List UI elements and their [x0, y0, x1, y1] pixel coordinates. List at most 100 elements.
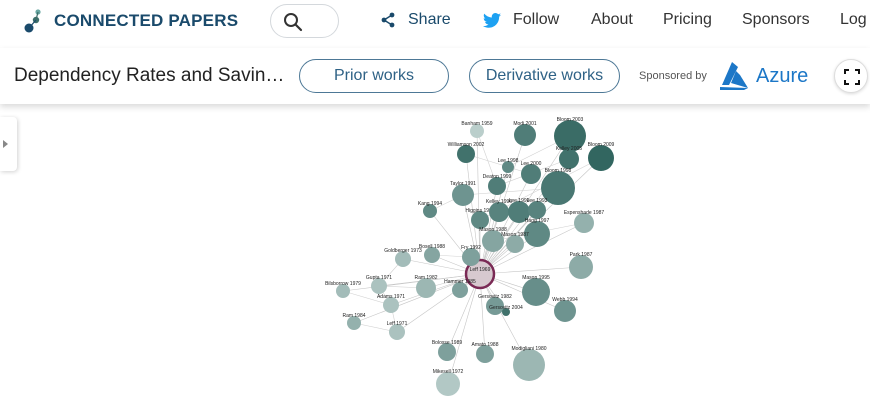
graph-node-circle — [514, 124, 536, 146]
graph-node-circle — [471, 211, 489, 229]
graph-node[interactable]: Leff 1969 — [464, 258, 496, 290]
graph-node-circle — [559, 149, 579, 169]
graph-node-label: Modi 2001 — [513, 121, 537, 127]
graph-node-label: Fry 1992 — [461, 245, 481, 251]
graph-node-circle — [457, 145, 475, 163]
graph-node-circle — [452, 282, 468, 298]
graph-node-circle — [395, 251, 411, 267]
sponsors-label: Sponsors — [742, 11, 810, 28]
graph-node-circle — [524, 221, 550, 247]
graph-node-label: Taylor 1991 — [450, 181, 476, 187]
graph-node[interactable]: Kelley 2005 — [556, 146, 582, 169]
graph-node-circle — [554, 300, 576, 322]
graph-node-circle — [502, 161, 514, 173]
fullscreen-button[interactable] — [834, 59, 868, 93]
graph-node[interactable]: Bloom 1998 — [541, 168, 575, 205]
nav-login[interactable]: Log — [840, 11, 867, 29]
graph-node[interactable]: Gersovitz 2004 — [489, 305, 523, 316]
graph-node[interactable]: Lee 2000 — [521, 161, 542, 184]
azure-sponsor-logo[interactable]: Azure — [718, 61, 808, 91]
graph-node-label: Ram 1982 — [414, 275, 437, 281]
graph-node[interactable]: Bilsborrow 1979 — [325, 281, 361, 298]
fullscreen-icon — [844, 69, 860, 85]
graph-node-circle — [336, 284, 350, 298]
nav-pricing[interactable]: Pricing — [663, 11, 712, 29]
graph-node-circle — [416, 278, 436, 298]
graph-node[interactable]: Bosell 1988 — [419, 244, 445, 263]
graph-node[interactable]: Higgins 1994 — [465, 208, 495, 229]
graph-node-label: Goldberger 1973 — [384, 248, 422, 254]
graph-node-circle — [489, 202, 509, 222]
graph-toolbar: Dependency Rates and Saving Rates Prior … — [0, 48, 870, 104]
graph-node[interactable]: Park 1987 — [569, 252, 593, 279]
twitter-icon — [483, 12, 501, 28]
graph-node[interactable]: Hammer 1985 — [444, 279, 476, 298]
graph-node[interactable]: Goldberger 1973 — [384, 248, 422, 267]
nav-sponsors[interactable]: Sponsors — [742, 11, 810, 29]
graph-node-label: Park 1987 — [570, 252, 593, 258]
graph-node[interactable]: Lee 1999 — [508, 198, 530, 223]
graph-node-label: Lee 2000 — [521, 161, 542, 167]
graph-node[interactable]: Leff 1971 — [387, 321, 408, 340]
pricing-label: Pricing — [663, 11, 712, 28]
graph-node[interactable]: Kang 1994 — [418, 201, 442, 218]
graph-node[interactable]: Lee 1993 — [527, 198, 548, 219]
graph-node[interactable]: Lee 1998 — [498, 158, 519, 173]
graph-node[interactable]: Ram 1982 — [414, 275, 438, 298]
graph-node[interactable]: Webb 1994 — [552, 297, 578, 322]
graph-node[interactable]: Taylor 1991 — [450, 181, 476, 206]
graph-node[interactable]: Modi 2001 — [513, 121, 537, 146]
graph-node-label: Bilsborrow 1979 — [325, 281, 361, 287]
graph-node-circle — [554, 120, 586, 152]
graph-node[interactable]: Espenshade 1987 — [564, 210, 605, 233]
follow-button[interactable]: Follow — [483, 11, 559, 29]
graph-node-label: Deaton 1999 — [483, 174, 512, 180]
graph-node-circle — [482, 230, 504, 252]
graph-node[interactable]: Modigliani 1980 — [511, 346, 547, 381]
graph-node[interactable]: Banham 1959 — [461, 121, 493, 138]
graph-node[interactable]: Bolosse 1989 — [432, 340, 463, 361]
graph-node-circle — [371, 278, 387, 294]
azure-icon — [720, 62, 748, 90]
graph-node-label: Leff 1971 — [387, 321, 408, 327]
graph-edge — [342, 273, 481, 292]
graph-node[interactable]: Williamson 2002 — [448, 142, 485, 163]
graph-node-circle — [574, 213, 594, 233]
chevron-right-icon — [3, 140, 8, 148]
follow-label: Follow — [513, 11, 560, 28]
graph-node-label: Hammer 1985 — [444, 279, 476, 285]
graph-node[interactable]: Fry 1992 — [461, 245, 481, 266]
prior-works-button[interactable]: Prior works — [299, 59, 449, 93]
share-button[interactable]: Share — [380, 11, 451, 29]
citation-graph[interactable]: Leff 1969 Banham 1959 Modi 2001 Bloom 2003 W… — [0, 104, 870, 408]
expand-sidebar-tab[interactable] — [0, 117, 17, 171]
graph-node[interactable]: Deaton 1999 — [483, 174, 512, 195]
graph-node[interactable]: Bloom 2003 — [554, 117, 586, 152]
derivative-works-button[interactable]: Derivative works — [469, 59, 620, 93]
graph-node[interactable]: Adams 1971 — [377, 294, 405, 313]
share-icon — [381, 12, 395, 28]
brand-logo[interactable]: CONNECTED PAPERS — [24, 9, 238, 33]
graph-node[interactable]: Bloom 2009 — [588, 142, 615, 171]
graph-node[interactable]: Hagg 1997 — [524, 218, 550, 247]
graph-node-label: Bolosse 1989 — [432, 340, 463, 346]
graph-node[interactable]: Mason 1995 — [522, 275, 550, 306]
graph-node[interactable]: Gersovitz 1982 — [478, 294, 512, 315]
graph-edge — [479, 266, 582, 275]
nav-about[interactable]: About — [591, 11, 633, 29]
sponsored-by-label: Sponsored by — [639, 70, 707, 82]
search-button[interactable] — [270, 4, 339, 38]
graph-edge — [479, 222, 585, 275]
graph-node[interactable]: Mason 1987 — [501, 232, 529, 253]
graph-edge — [396, 273, 481, 333]
graph-node-circle — [452, 184, 474, 206]
graph-node[interactable]: Ram 1984 — [342, 313, 366, 330]
graph-node[interactable]: Kelley 1996 — [486, 199, 512, 222]
graph-node[interactable]: Gupta 1971 — [366, 275, 392, 294]
graph-node[interactable]: Amato 1988 — [472, 342, 499, 363]
graph-node[interactable]: Mikesell 1972 — [433, 369, 464, 396]
graph-node-label: Kang 1994 — [418, 201, 442, 207]
about-label: About — [591, 11, 633, 28]
graph-node-label: Mason 1988 — [479, 227, 507, 233]
graph-node[interactable]: Mason 1988 — [479, 227, 507, 252]
